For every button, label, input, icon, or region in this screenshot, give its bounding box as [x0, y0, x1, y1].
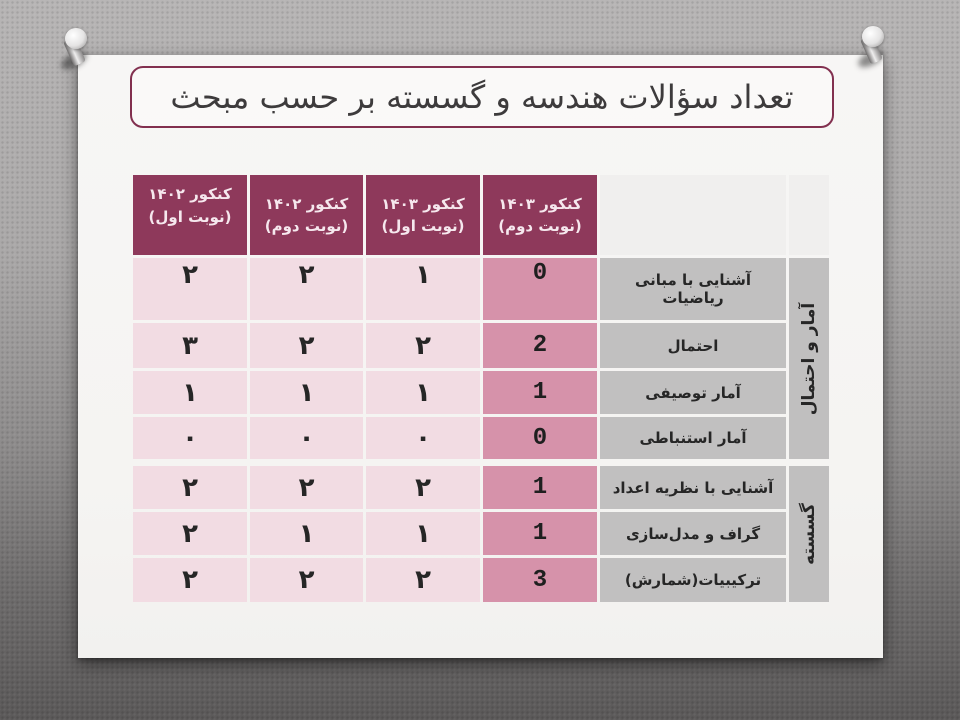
value-cell: ۲: [366, 558, 480, 602]
value-cell: ۲: [366, 323, 480, 368]
value-cell: ۳: [133, 323, 247, 368]
header-round-line: (نوبت اول): [148, 207, 232, 226]
value-cell: ۰: [250, 417, 363, 459]
header-topic-blank: [600, 175, 786, 255]
header-category-blank: [789, 175, 829, 255]
topic-cell: آمار استنباطی: [600, 417, 786, 459]
header-konkur-1402-r2: کنکور ۱۴۰۲ (نوبت دوم): [250, 175, 363, 255]
topic-cell: ترکیبیات(شمارش): [600, 558, 786, 602]
value-cell: ۲: [250, 558, 363, 602]
header-year-line: کنکور ۱۴۰۳: [381, 194, 465, 213]
value-cell: ۱: [366, 371, 480, 414]
value-cell: ۲: [133, 466, 247, 509]
value-cell: ۲: [133, 512, 247, 555]
topic-cell: آشنایی با مبانی ریاضیات: [600, 258, 786, 320]
value-cell: ۱: [366, 512, 480, 555]
header-year-line: کنکور ۱۴۰۲: [148, 185, 232, 203]
value-cell: ۲: [366, 466, 480, 509]
value-cell: ۱: [133, 371, 247, 414]
header-konkur-1402-r1: کنکور ۱۴۰۲ (نوبت اول): [133, 175, 247, 255]
header-konkur-1403-r1: کنکور ۱۴۰۳ (نوبت اول): [366, 175, 480, 255]
value-cell: ۲: [250, 323, 363, 368]
header-konkur-1403-r2: کنکور ۱۴۰۳ (نوبت دوم): [483, 175, 597, 255]
value-cell-highlight: 1: [483, 512, 597, 555]
value-cell: ۲: [250, 258, 363, 320]
pushpin-icon: [56, 26, 100, 78]
category-cell-amar-ehtemal: آمار و احتمال: [789, 258, 829, 459]
header-round-line: (نوبت دوم): [498, 217, 582, 235]
category-label: گسسته: [799, 503, 819, 565]
value-cell-highlight: 3: [483, 558, 597, 602]
slide-paper: تعداد سؤالات هندسه و گسسته بر حسب مبحث ک…: [78, 55, 883, 658]
value-cell: ۲: [250, 466, 363, 509]
value-cell: ۱: [250, 512, 363, 555]
header-year-line: کنکور ۱۴۰۳: [498, 194, 582, 213]
slide-title: تعداد سؤالات هندسه و گسسته بر حسب مبحث: [170, 78, 794, 116]
topic-cell: آشنایی با نظریه اعداد: [600, 466, 786, 509]
exam-questions-table: کنکور ۱۴۰۲ (نوبت اول) کنکور ۱۴۰۲ (نوبت د…: [133, 175, 829, 602]
value-cell-highlight: 1: [483, 371, 597, 414]
header-year-line: کنکور ۱۴۰۲: [264, 194, 349, 213]
value-cell: ۱: [366, 258, 480, 320]
value-cell: ۲: [133, 558, 247, 602]
topic-cell: احتمال: [600, 323, 786, 368]
value-cell-highlight: 0: [483, 417, 597, 459]
value-cell: ۱: [250, 371, 363, 414]
header-round-line: (نوبت اول): [381, 217, 465, 235]
category-label: آمار و احتمال: [799, 302, 819, 415]
value-cell: ۲: [133, 258, 247, 320]
topic-cell: آمار توصیفی: [600, 371, 786, 414]
value-cell-highlight: 1: [483, 466, 597, 509]
category-cell-gosaste: گسسته: [789, 466, 829, 602]
value-cell-highlight: 0: [483, 258, 597, 320]
pushpin-head: [65, 28, 87, 49]
header-round-line: (نوبت دوم): [264, 217, 349, 235]
value-cell: ۰: [133, 417, 247, 459]
value-cell-highlight: 2: [483, 323, 597, 368]
slide-title-box: تعداد سؤالات هندسه و گسسته بر حسب مبحث: [130, 66, 834, 128]
pushpin-head: [862, 26, 884, 47]
pushpin-icon: [853, 24, 897, 76]
value-cell: ۰: [366, 417, 480, 459]
topic-cell: گراف و مدل‌سازی: [600, 512, 786, 555]
